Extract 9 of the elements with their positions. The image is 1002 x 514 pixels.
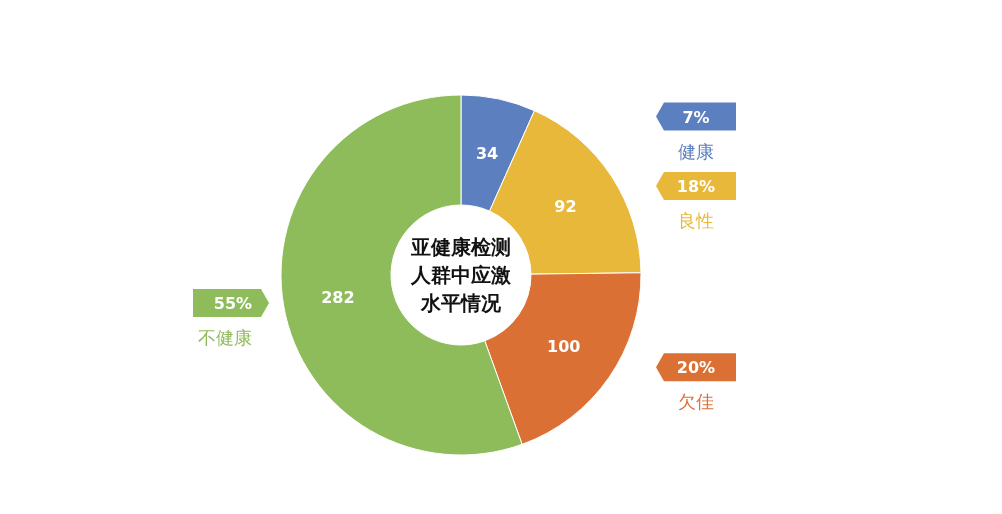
- data-label: 92: [554, 197, 577, 217]
- data-label: 34: [475, 143, 499, 163]
- legend-label: 健康: [678, 140, 714, 162]
- data-label: 100: [547, 337, 581, 357]
- data-label: 282: [321, 287, 355, 307]
- text: 亚健康检测人群中应激水平情况: [410, 235, 512, 315]
- legend-label: 良性: [678, 210, 714, 232]
- legend-label: 欠佳: [678, 391, 714, 413]
- legend-label: 不健康: [198, 326, 252, 348]
